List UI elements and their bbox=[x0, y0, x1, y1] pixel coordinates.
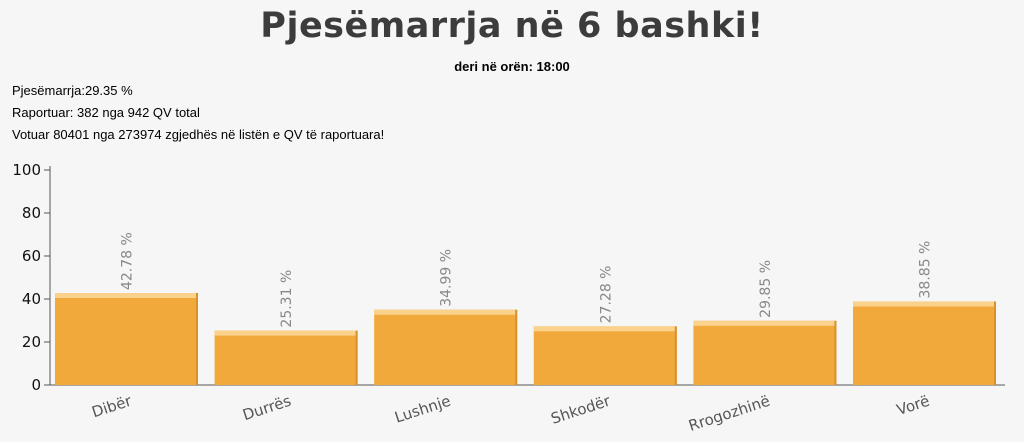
bar-top-highlight bbox=[533, 326, 677, 332]
y-tick-label: 80 bbox=[22, 204, 41, 222]
value-label: 38.85 % bbox=[918, 241, 934, 299]
bar-top-highlight bbox=[693, 320, 837, 326]
category-label: Dibër bbox=[90, 391, 135, 421]
bar-edge-shadow bbox=[834, 320, 837, 385]
value-label: 34.99 % bbox=[439, 249, 455, 307]
bar bbox=[853, 301, 996, 385]
stats-panel: Pjesëmarrja:29.35 % Raportuar: 382 nga 9… bbox=[12, 80, 384, 146]
bar-edge-shadow bbox=[355, 330, 358, 385]
bar-top-highlight bbox=[853, 301, 996, 307]
reported-text: Raportuar: 382 nga 942 QV total bbox=[12, 105, 200, 120]
bar-vorë bbox=[853, 301, 996, 385]
bar-top-highlight bbox=[55, 293, 198, 299]
bar-edge-shadow bbox=[674, 326, 677, 385]
category-label: Lushnje bbox=[392, 392, 453, 427]
y-tick-label: 100 bbox=[12, 161, 41, 179]
bar-top-highlight bbox=[374, 309, 518, 315]
bar-dibër bbox=[55, 293, 198, 385]
value-label: 29.85 % bbox=[758, 260, 774, 318]
bar bbox=[374, 309, 518, 385]
y-tick-label: 20 bbox=[22, 333, 41, 351]
turnout-text: Pjesëmarrja:29.35 % bbox=[12, 83, 133, 98]
bar-lushnje bbox=[374, 309, 518, 385]
chart-title: Pjesëmarrja në 6 bashki! bbox=[260, 6, 764, 46]
bar-edge-shadow bbox=[196, 293, 198, 385]
category-label: Shkodër bbox=[549, 391, 614, 427]
bar-shkodër bbox=[533, 326, 677, 385]
chart-subtitle: deri në orën: 18:00 bbox=[454, 59, 570, 74]
y-tick-label: 0 bbox=[31, 376, 41, 394]
bar bbox=[533, 326, 677, 385]
bar bbox=[693, 320, 837, 385]
bar-top-highlight bbox=[214, 330, 358, 336]
y-tick-label: 60 bbox=[22, 247, 41, 265]
category-label: Rrogozhinë bbox=[686, 392, 772, 435]
value-label: 42.78 % bbox=[120, 232, 136, 290]
bar-durrës bbox=[214, 330, 358, 385]
bar bbox=[55, 293, 198, 385]
bar-edge-shadow bbox=[994, 301, 996, 385]
category-label: Durrës bbox=[240, 392, 293, 425]
y-tick-label: 40 bbox=[22, 290, 41, 308]
value-label: 27.28 % bbox=[598, 266, 614, 324]
category-label: Vorë bbox=[894, 392, 931, 419]
bar bbox=[214, 330, 358, 385]
bar-rrogozhinë bbox=[693, 320, 837, 385]
value-label: 25.31 % bbox=[279, 270, 295, 328]
voted-text: Votuar 80401 nga 273974 zgjedhës në list… bbox=[12, 127, 385, 142]
bar-edge-shadow bbox=[515, 309, 518, 385]
